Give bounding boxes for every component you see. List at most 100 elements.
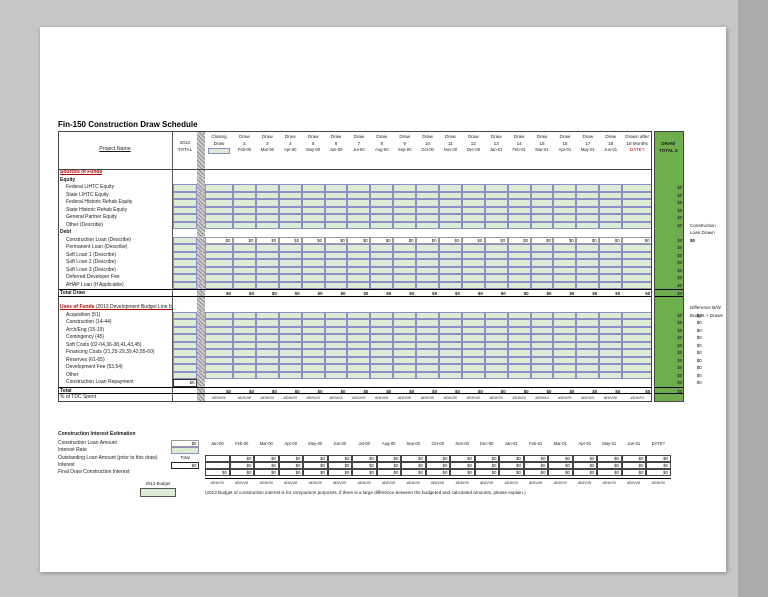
draw-input-cell[interactable] (347, 266, 371, 274)
draw-input-cell[interactable] (530, 334, 554, 342)
draw-input-cell[interactable] (530, 184, 554, 192)
draw-input-cell[interactable] (301, 191, 325, 199)
total-2013-input-cell[interactable] (173, 356, 197, 364)
draw-input-cell[interactable] (347, 341, 371, 349)
draw-input-cell[interactable] (599, 341, 623, 349)
draw-input-cell[interactable] (576, 341, 600, 349)
draw-input-cell[interactable] (370, 341, 394, 349)
draw-input-cell[interactable] (461, 326, 485, 334)
total-2013-input-cell[interactable] (173, 206, 197, 214)
draw-input-cell[interactable] (461, 266, 485, 274)
draw-input-cell[interactable] (416, 326, 440, 334)
draw-input-cell[interactable] (205, 184, 233, 192)
draw-input-cell[interactable] (278, 266, 302, 274)
draw-input-cell[interactable] (255, 251, 279, 259)
draw-input-cell[interactable] (347, 319, 371, 327)
draw-input-cell[interactable] (255, 274, 279, 282)
draw-input-cell[interactable] (507, 221, 531, 229)
draw-input-cell[interactable] (439, 326, 462, 334)
draw-input-cell[interactable] (439, 259, 462, 267)
draw-input-cell[interactable] (301, 326, 325, 334)
draw-input-cell[interactable] (255, 266, 279, 274)
draw-input-cell[interactable] (599, 266, 623, 274)
draw-input-cell[interactable] (484, 184, 508, 192)
draw-input-cell[interactable] (324, 266, 348, 274)
draw-input-cell[interactable] (507, 356, 531, 364)
draw-input-cell[interactable] (255, 326, 279, 334)
total-2013-input-cell[interactable] (173, 214, 197, 222)
total-2013-input-cell[interactable] (173, 259, 197, 267)
draw-input-cell[interactable] (553, 341, 577, 349)
draw-input-cell[interactable] (507, 206, 531, 214)
draw-input-cell[interactable] (484, 191, 508, 199)
draw-input-cell[interactable] (278, 281, 302, 289)
draw-input-cell[interactable] (553, 371, 577, 379)
draw-input-cell[interactable] (393, 326, 417, 334)
draw-input-cell[interactable] (205, 221, 233, 229)
draw-input-cell[interactable] (347, 244, 371, 252)
draw-input-cell[interactable] (507, 214, 531, 222)
draw-input-cell[interactable] (576, 199, 600, 207)
draw-input-cell[interactable] (416, 334, 440, 342)
draw-input-cell[interactable] (278, 199, 302, 207)
draw-input-cell[interactable] (205, 206, 233, 214)
draw-input-cell[interactable] (439, 199, 462, 207)
draw-input-cell[interactable] (324, 364, 348, 372)
draw-input-cell[interactable] (599, 334, 623, 342)
draw-input-cell[interactable] (301, 206, 325, 214)
draw-input-cell[interactable] (393, 311, 417, 319)
draw-input-cell[interactable] (233, 311, 256, 319)
draw-input-cell[interactable] (255, 259, 279, 267)
draw-input-cell[interactable] (301, 311, 325, 319)
draw-input-cell[interactable] (347, 259, 371, 267)
draw-input-cell[interactable] (599, 274, 623, 282)
draw-input-cell[interactable] (507, 259, 531, 267)
draw-input-cell[interactable] (416, 311, 440, 319)
draw-input-cell[interactable] (278, 364, 302, 372)
draw-input-cell[interactable] (205, 371, 233, 379)
draw-input-cell[interactable] (484, 341, 508, 349)
draw-input-cell[interactable] (205, 364, 233, 372)
draw-input-cell[interactable] (416, 221, 440, 229)
draw-input-cell[interactable] (553, 334, 577, 342)
draw-input-cell[interactable] (324, 371, 348, 379)
draw-input-cell[interactable] (416, 184, 440, 192)
draw-input-cell[interactable] (576, 334, 600, 342)
draw-input-cell[interactable] (255, 184, 279, 192)
draw-input-cell[interactable] (278, 221, 302, 229)
draw-input-cell[interactable] (393, 251, 417, 259)
draw-input-cell[interactable] (439, 319, 462, 327)
draw-input-cell[interactable] (301, 251, 325, 259)
draw-input-cell[interactable] (278, 311, 302, 319)
draw-input-cell[interactable] (461, 184, 485, 192)
draw-input-cell[interactable] (301, 184, 325, 192)
draw-input-cell[interactable] (553, 311, 577, 319)
draw-input-cell[interactable] (553, 244, 577, 252)
draw-input-cell[interactable] (553, 349, 577, 357)
draw-input-cell[interactable] (439, 244, 462, 252)
draw-input-cell[interactable] (205, 191, 233, 199)
draw-input-cell[interactable] (530, 326, 554, 334)
draw-input-cell[interactable] (507, 319, 531, 327)
draw-input-cell[interactable] (278, 244, 302, 252)
draw-input-cell[interactable] (393, 364, 417, 372)
draw-input-cell[interactable] (278, 259, 302, 267)
draw-input-cell[interactable] (622, 319, 653, 327)
draw-input-cell[interactable] (576, 274, 600, 282)
draw-input-cell[interactable] (507, 281, 531, 289)
draw-input-cell[interactable] (461, 349, 485, 357)
draw-input-cell[interactable] (576, 281, 600, 289)
total-2013-input-cell[interactable] (173, 221, 197, 229)
draw-input-cell[interactable] (255, 244, 279, 252)
draw-input-cell[interactable] (347, 199, 371, 207)
draw-input-cell[interactable] (530, 259, 554, 267)
draw-input-cell[interactable] (507, 199, 531, 207)
draw-input-cell[interactable] (301, 281, 325, 289)
total-2013-input-cell[interactable] (173, 341, 197, 349)
draw-input-cell[interactable] (370, 266, 394, 274)
draw-input-cell[interactable] (416, 244, 440, 252)
draw-input-cell[interactable] (599, 221, 623, 229)
draw-input-cell[interactable] (324, 319, 348, 327)
draw-input-cell[interactable] (507, 266, 531, 274)
draw-input-cell[interactable] (324, 199, 348, 207)
